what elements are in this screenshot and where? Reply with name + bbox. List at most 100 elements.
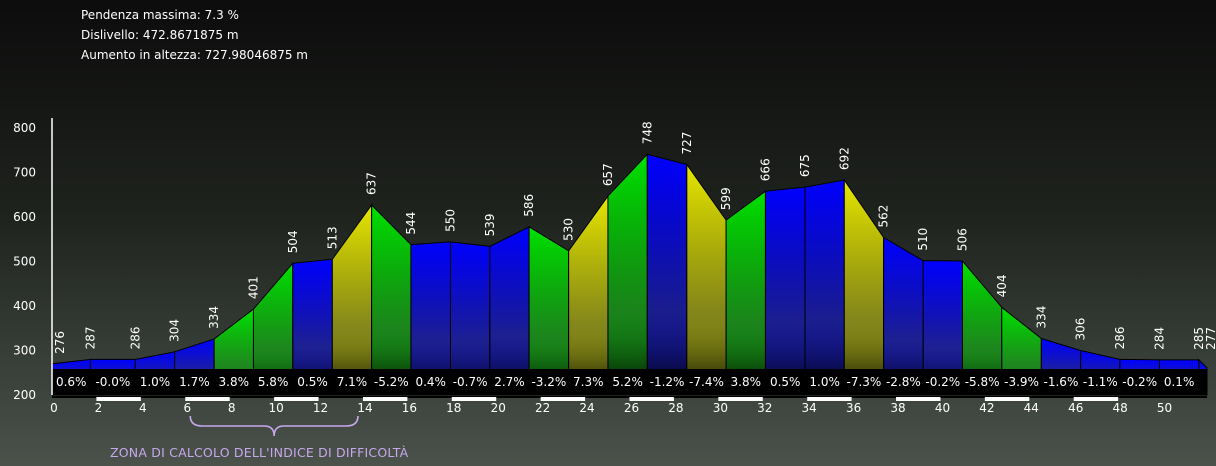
x-tick-label: 14 <box>357 401 372 415</box>
x-tick-label: 12 <box>313 401 328 415</box>
grade-label: -0.7% <box>453 375 488 389</box>
x-tick-label: 6 <box>183 401 191 415</box>
elevation-label: 277 <box>1204 327 1216 350</box>
elevation-label: 586 <box>522 194 536 217</box>
x-tick-label: 20 <box>491 401 506 415</box>
grade-label: 3.8% <box>731 375 762 389</box>
y-tick-label: 300 <box>13 344 36 358</box>
x-tick-label: 36 <box>846 401 861 415</box>
x-scale-bar <box>96 397 141 401</box>
grade-label: -3.9% <box>1004 375 1039 389</box>
elevation-label: 510 <box>916 228 930 251</box>
y-tick-label: 500 <box>13 255 36 269</box>
grade-band <box>52 369 1207 395</box>
grade-label: -2.8% <box>886 375 921 389</box>
elevation-label: 562 <box>877 205 891 228</box>
grade-label: 5.8% <box>258 375 289 389</box>
x-scale-bar <box>540 397 586 401</box>
elevation-label: 306 <box>1074 318 1088 341</box>
x-tick-label: 18 <box>446 401 461 415</box>
elevation-label: 334 <box>1034 306 1048 329</box>
grade-label: -1.2% <box>650 375 685 389</box>
elevation-label: 284 <box>1152 327 1166 350</box>
x-scale-bar <box>362 397 408 401</box>
elevation-label: 276 <box>53 331 67 354</box>
elevation-label: 304 <box>168 319 182 342</box>
elevation-label: 637 <box>365 172 379 195</box>
elevation-label: 657 <box>601 163 615 186</box>
x-tick-label: 44 <box>1024 401 1039 415</box>
x-tick-label: 4 <box>139 401 147 415</box>
elevation-label: 285 <box>1192 327 1206 350</box>
grade-label: 5.2% <box>612 375 643 389</box>
grade-label: 7.3% <box>573 375 604 389</box>
elevation-label: 506 <box>955 228 969 251</box>
grade-label: -3.2% <box>531 375 566 389</box>
elevation-label: 748 <box>640 121 654 144</box>
profile-segment <box>804 179 845 396</box>
elevation-label: 404 <box>995 274 1009 297</box>
x-scale-bar <box>629 397 674 401</box>
profile-segment <box>764 186 806 396</box>
profile-segment <box>607 152 648 396</box>
zone-label: ZONA DI CALCOLO DELL'INDICE DI DIFFICOLT… <box>110 445 409 460</box>
x-tick-label: 2 <box>95 401 103 415</box>
x-tick-label: 40 <box>935 401 950 415</box>
elevation-label: 692 <box>837 147 851 170</box>
grade-label: -0.2% <box>925 375 960 389</box>
y-tick-label: 700 <box>13 166 36 180</box>
x-tick-label: 32 <box>757 401 772 415</box>
elevation-label: 666 <box>758 158 772 181</box>
elevation-label: 599 <box>719 187 733 210</box>
x-tick-label: 46 <box>1068 401 1083 415</box>
y-tick-label: 600 <box>13 210 36 224</box>
elevation-label: 286 <box>1113 326 1127 349</box>
grade-label: 0.6% <box>56 375 87 389</box>
x-tick-label: 50 <box>1157 401 1172 415</box>
x-scale-bar <box>451 397 497 401</box>
grade-label: 0.5% <box>297 375 328 389</box>
elevation-diff-text: Dislivello: 472.8671875 m <box>81 28 239 42</box>
x-tick-label: 22 <box>535 401 550 415</box>
elevation-label: 334 <box>207 306 221 329</box>
elevation-label: 539 <box>483 213 497 236</box>
elevation-label: 401 <box>246 276 260 299</box>
grade-label: 1.0% <box>140 375 171 389</box>
grade-label: -7.3% <box>847 375 882 389</box>
grade-label: 0.5% <box>770 375 801 389</box>
profile-segment <box>725 190 766 396</box>
grade-label: 3.8% <box>219 375 250 389</box>
x-scale-bar <box>807 397 852 401</box>
grade-label: 2.7% <box>494 375 525 389</box>
grade-label: 1.0% <box>809 375 840 389</box>
grade-label: 1.7% <box>179 375 210 389</box>
profile-segment <box>646 153 688 396</box>
grade-label: 7.1% <box>337 375 368 389</box>
grade-label: -1.1% <box>1083 375 1118 389</box>
grade-label: -0.2% <box>1122 375 1157 389</box>
x-tick-label: 10 <box>268 401 283 415</box>
grade-label: 0.1% <box>1164 375 1195 389</box>
x-tick-label: 28 <box>668 401 683 415</box>
x-tick-label: 0 <box>50 401 58 415</box>
x-tick-label: 48 <box>1113 401 1128 415</box>
x-tick-label: 34 <box>802 401 817 415</box>
max-grade-text: Pendenza massima: 7.3 % <box>81 8 239 22</box>
zone-bracket <box>189 415 359 437</box>
x-scale-bar <box>274 397 319 401</box>
x-tick-label: 8 <box>228 401 236 415</box>
elevation-label: 675 <box>798 154 812 177</box>
x-tick-label: 24 <box>579 401 594 415</box>
elevation-label: 550 <box>443 209 457 232</box>
x-scale-bar <box>185 397 230 401</box>
elevation-label: 530 <box>562 218 576 241</box>
elevation-label: 286 <box>128 326 142 349</box>
y-tick-label: 200 <box>13 388 36 402</box>
grade-label: -1.6% <box>1044 375 1079 389</box>
grade-label: -7.4% <box>689 375 724 389</box>
elevation-label: 544 <box>404 212 418 235</box>
y-tick-label: 400 <box>13 299 36 313</box>
elevation-label: 727 <box>680 132 694 155</box>
grade-label: 0.4% <box>415 375 446 389</box>
